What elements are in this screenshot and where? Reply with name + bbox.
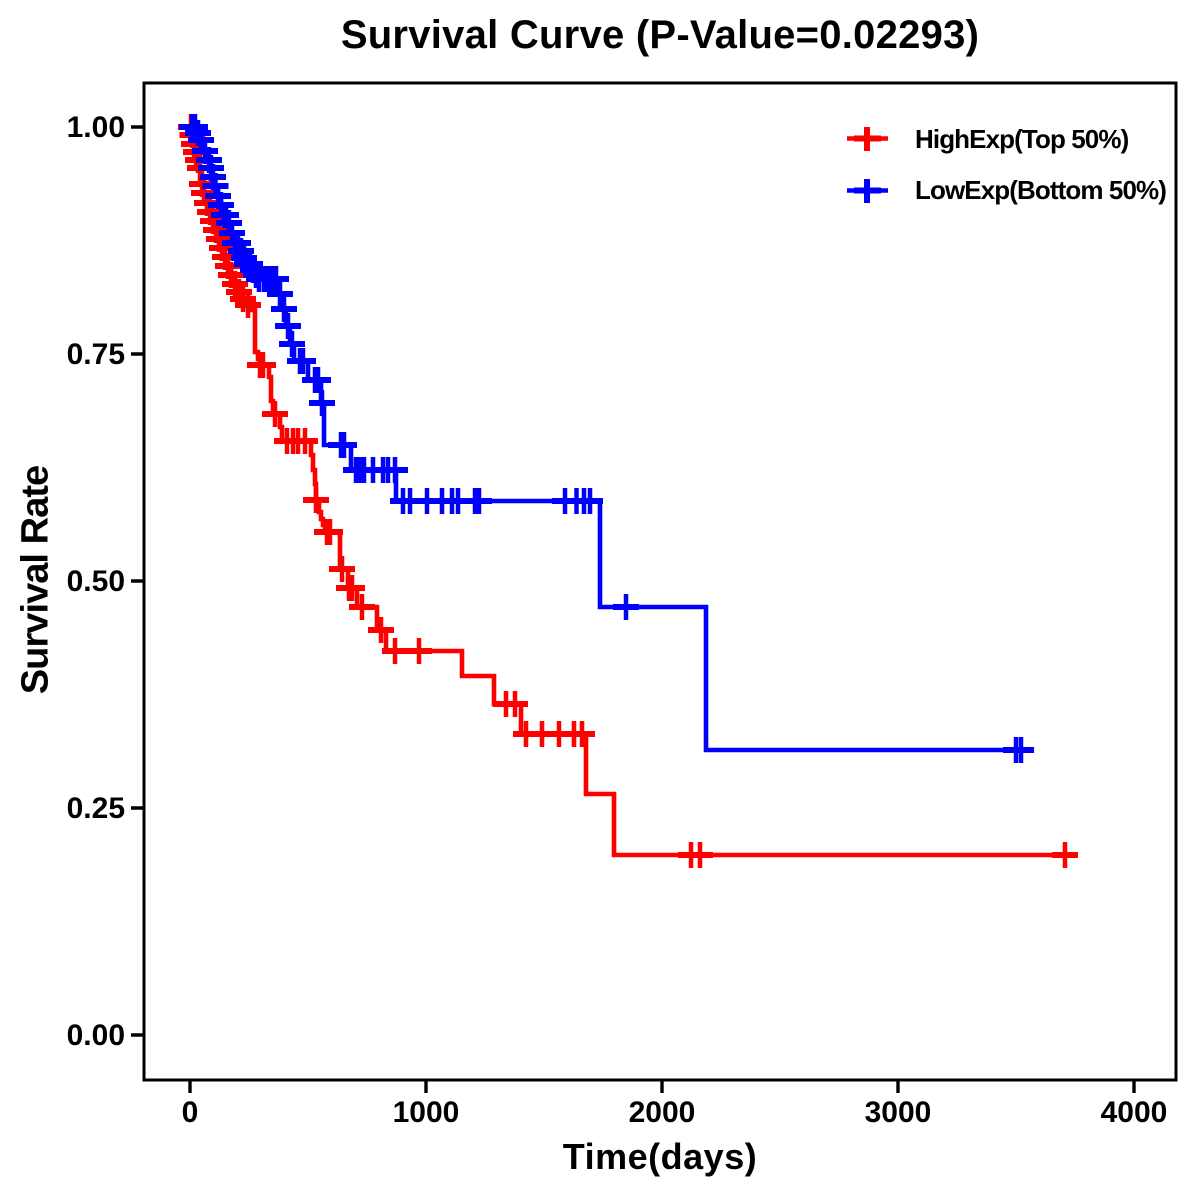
svg-text:0.75: 0.75 [67, 338, 125, 371]
svg-text:3000: 3000 [865, 1096, 932, 1129]
svg-text:1000: 1000 [393, 1096, 460, 1129]
svg-text:4000: 4000 [1101, 1096, 1168, 1129]
svg-text:0.25: 0.25 [67, 792, 125, 825]
svg-text:0.50: 0.50 [67, 565, 125, 598]
svg-text:1.00: 1.00 [67, 111, 125, 144]
svg-text:2000: 2000 [629, 1096, 696, 1129]
svg-text:Survival Rate: Survival Rate [15, 466, 57, 694]
svg-text:0.00: 0.00 [67, 1019, 125, 1052]
svg-text:LowExp(Bottom 50%): LowExp(Bottom 50%) [915, 175, 1166, 205]
svg-text:0: 0 [182, 1096, 199, 1129]
svg-text:Time(days): Time(days) [563, 1136, 757, 1177]
svg-text:Survival Curve (P-Value=0.0229: Survival Curve (P-Value=0.02293) [341, 13, 979, 57]
svg-text:HighExp(Top 50%): HighExp(Top 50%) [915, 124, 1129, 154]
